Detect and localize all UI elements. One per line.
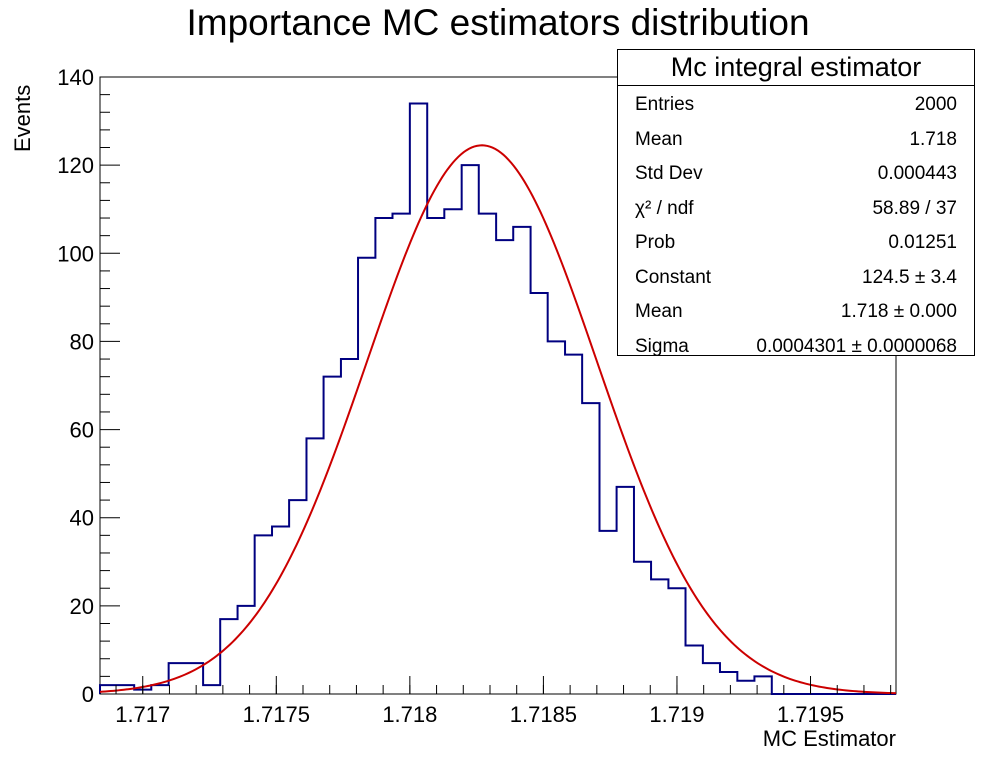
- stats-row-chi2: χ² / ndf 58.89 / 37: [618, 190, 974, 225]
- gaussian-fit-curve: [99, 144, 897, 695]
- stats-key: Sigma: [635, 335, 689, 357]
- stats-value: 0.01251: [888, 232, 957, 253]
- stats-value: 2000: [914, 94, 957, 115]
- plot-frame: [99, 76, 897, 695]
- x-tick-label: 1.718: [382, 702, 437, 727]
- stats-row-mean: Mean 1.718: [618, 121, 974, 156]
- stats-key: Std Dev: [635, 163, 703, 184]
- stats-value: 1.718 ± 0.000: [840, 301, 957, 322]
- stats-box-title: Mc integral estimator: [618, 50, 974, 86]
- stats-row-prob: Prob 0.01251: [618, 224, 974, 259]
- x-tick-label: 1.7175: [243, 702, 310, 727]
- stats-box: Mc integral estimator Entries 2000 Mean 1.…: [617, 49, 975, 357]
- stats-key: Mean: [635, 128, 683, 150]
- stats-value: 58.89 / 37: [872, 197, 957, 219]
- y-tick-label: 140: [57, 65, 94, 90]
- stats-row-constant: Constant 124.5 ± 3.4: [618, 259, 974, 294]
- y-tick-label: 20: [70, 594, 94, 619]
- y-tick-label: 0: [82, 682, 94, 707]
- stats-value: 0.0004301 ± 0.0000068: [756, 335, 957, 357]
- stats-value: 124.5 ± 3.4: [862, 266, 957, 288]
- stats-row-fit-mean: Mean 1.718 ± 0.000: [618, 293, 974, 328]
- y-tick-label: 120: [57, 153, 94, 178]
- x-tick-label: 1.717: [115, 702, 170, 727]
- stats-key: Mean: [635, 301, 683, 322]
- x-tick-label: 1.7185: [510, 702, 577, 727]
- y-tick-label: 60: [70, 418, 94, 443]
- x-tick-label: 1.719: [649, 702, 704, 727]
- x-axis-label: MC Estimator: [762, 726, 896, 751]
- x-tick-label: 1.7195: [777, 702, 844, 727]
- stats-row-entries: Entries 2000: [618, 86, 974, 121]
- stats-key: Entries: [635, 94, 695, 115]
- stats-key: χ² / ndf: [635, 197, 694, 219]
- stats-key: Prob: [635, 232, 676, 253]
- y-tick-label: 100: [57, 241, 94, 266]
- stats-value: 1.718: [909, 128, 957, 150]
- stats-value: 0.000443: [877, 163, 957, 184]
- y-tick-label: 40: [70, 506, 94, 531]
- chart-title: Importance MC estimators distribution: [186, 2, 810, 43]
- histogram-steps: [99, 102, 896, 695]
- stats-key: Constant: [635, 266, 712, 288]
- stats-row-std-dev: Std Dev 0.000443: [618, 155, 974, 190]
- stats-row-sigma: Sigma 0.0004301 ± 0.0000068: [618, 328, 974, 363]
- y-tick-label: 80: [70, 329, 94, 354]
